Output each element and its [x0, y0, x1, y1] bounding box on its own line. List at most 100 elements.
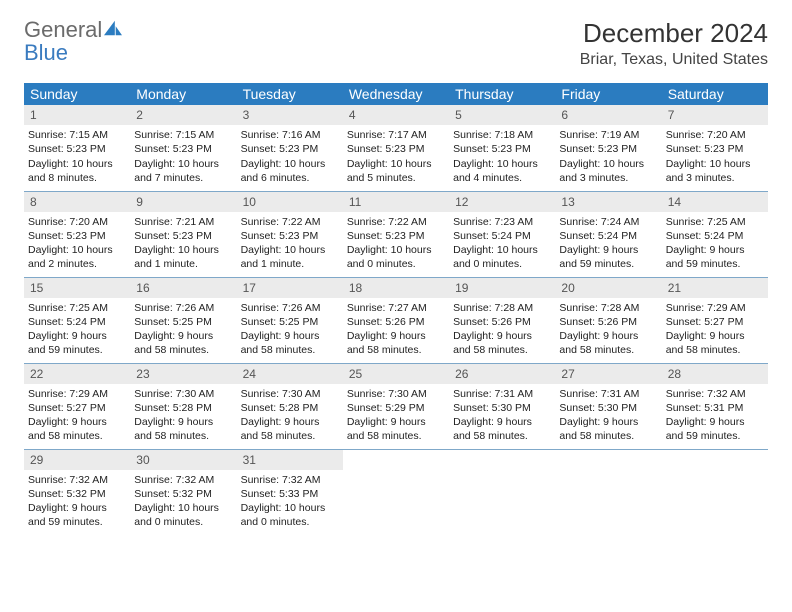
sunrise: Sunrise: 7:32 AM: [134, 473, 232, 487]
day-number: 18: [343, 278, 449, 298]
sunset: Sunset: 5:26 PM: [453, 315, 551, 329]
location: Briar, Texas, United States: [580, 51, 768, 69]
day-body: Sunrise: 7:30 AMSunset: 5:29 PMDaylight:…: [343, 384, 449, 448]
sunrise: Sunrise: 7:16 AM: [241, 128, 339, 142]
calendar-day: 31Sunrise: 7:32 AMSunset: 5:33 PMDayligh…: [237, 449, 343, 535]
day-number: 15: [24, 278, 130, 298]
sunrise: Sunrise: 7:32 AM: [666, 387, 764, 401]
day-body: Sunrise: 7:31 AMSunset: 5:30 PMDaylight:…: [555, 384, 661, 448]
day-body: Sunrise: 7:15 AMSunset: 5:23 PMDaylight:…: [24, 125, 130, 189]
day-body: Sunrise: 7:21 AMSunset: 5:23 PMDaylight:…: [130, 212, 236, 276]
calendar-day: 11Sunrise: 7:22 AMSunset: 5:23 PMDayligh…: [343, 191, 449, 277]
logo: General Blue: [24, 18, 124, 64]
sunrise: Sunrise: 7:20 AM: [28, 215, 126, 229]
day-body: Sunrise: 7:32 AMSunset: 5:32 PMDaylight:…: [24, 470, 130, 534]
day-number: 17: [237, 278, 343, 298]
day-body: Sunrise: 7:28 AMSunset: 5:26 PMDaylight:…: [449, 298, 555, 362]
day-number: 7: [662, 105, 768, 125]
calendar-day: 4Sunrise: 7:17 AMSunset: 5:23 PMDaylight…: [343, 105, 449, 191]
day-number: 10: [237, 192, 343, 212]
sunrise: Sunrise: 7:20 AM: [666, 128, 764, 142]
day-number: 13: [555, 192, 661, 212]
calendar-day: 10Sunrise: 7:22 AMSunset: 5:23 PMDayligh…: [237, 191, 343, 277]
day-body: Sunrise: 7:25 AMSunset: 5:24 PMDaylight:…: [24, 298, 130, 362]
sunrise: Sunrise: 7:31 AM: [559, 387, 657, 401]
calendar-day: 19Sunrise: 7:28 AMSunset: 5:26 PMDayligh…: [449, 277, 555, 363]
sunset: Sunset: 5:25 PM: [134, 315, 232, 329]
sunrise: Sunrise: 7:30 AM: [134, 387, 232, 401]
daylight: Daylight: 10 hours and 4 minutes.: [453, 157, 551, 185]
sunrise: Sunrise: 7:22 AM: [347, 215, 445, 229]
calendar-day: 3Sunrise: 7:16 AMSunset: 5:23 PMDaylight…: [237, 105, 343, 191]
calendar-page: General Blue December 2024 Briar, Texas,…: [0, 0, 792, 553]
daylight: Daylight: 10 hours and 3 minutes.: [666, 157, 764, 185]
day-number: 4: [343, 105, 449, 125]
day-number: 2: [130, 105, 236, 125]
daylight: Daylight: 9 hours and 58 minutes.: [241, 329, 339, 357]
sunrise: Sunrise: 7:15 AM: [28, 128, 126, 142]
day-number: 5: [449, 105, 555, 125]
day-body: Sunrise: 7:20 AMSunset: 5:23 PMDaylight:…: [24, 212, 130, 276]
calendar-table: Sunday Monday Tuesday Wednesday Thursday…: [24, 83, 768, 535]
day-header: Wednesday: [343, 83, 449, 105]
daylight: Daylight: 9 hours and 58 minutes.: [453, 329, 551, 357]
sunset: Sunset: 5:23 PM: [241, 229, 339, 243]
sunrise: Sunrise: 7:30 AM: [347, 387, 445, 401]
daylight: Daylight: 9 hours and 58 minutes.: [347, 415, 445, 443]
calendar-week: 22Sunrise: 7:29 AMSunset: 5:27 PMDayligh…: [24, 363, 768, 449]
day-number: 19: [449, 278, 555, 298]
calendar-day: 16Sunrise: 7:26 AMSunset: 5:25 PMDayligh…: [130, 277, 236, 363]
day-body: Sunrise: 7:22 AMSunset: 5:23 PMDaylight:…: [343, 212, 449, 276]
daylight: Daylight: 10 hours and 7 minutes.: [134, 157, 232, 185]
day-number: 11: [343, 192, 449, 212]
day-body: Sunrise: 7:22 AMSunset: 5:23 PMDaylight:…: [237, 212, 343, 276]
sunset: Sunset: 5:26 PM: [347, 315, 445, 329]
sunset: Sunset: 5:23 PM: [241, 142, 339, 156]
sunset: Sunset: 5:29 PM: [347, 401, 445, 415]
sunset: Sunset: 5:33 PM: [241, 487, 339, 501]
daylight: Daylight: 10 hours and 2 minutes.: [28, 243, 126, 271]
sunrise: Sunrise: 7:26 AM: [134, 301, 232, 315]
day-body: Sunrise: 7:23 AMSunset: 5:24 PMDaylight:…: [449, 212, 555, 276]
daylight: Daylight: 10 hours and 0 minutes.: [347, 243, 445, 271]
day-body: Sunrise: 7:25 AMSunset: 5:24 PMDaylight:…: [662, 212, 768, 276]
day-body: Sunrise: 7:32 AMSunset: 5:32 PMDaylight:…: [130, 470, 236, 534]
day-number: 29: [24, 450, 130, 470]
daylight: Daylight: 9 hours and 58 minutes.: [347, 329, 445, 357]
day-header: Sunday: [24, 83, 130, 105]
logo-word2: Blue: [24, 40, 68, 65]
day-header: Friday: [555, 83, 661, 105]
calendar-day: [662, 449, 768, 535]
sunrise: Sunrise: 7:23 AM: [453, 215, 551, 229]
sunrise: Sunrise: 7:21 AM: [134, 215, 232, 229]
calendar-day: 20Sunrise: 7:28 AMSunset: 5:26 PMDayligh…: [555, 277, 661, 363]
day-body: Sunrise: 7:15 AMSunset: 5:23 PMDaylight:…: [130, 125, 236, 189]
calendar-day: 29Sunrise: 7:32 AMSunset: 5:32 PMDayligh…: [24, 449, 130, 535]
calendar-day: 12Sunrise: 7:23 AMSunset: 5:24 PMDayligh…: [449, 191, 555, 277]
day-body: Sunrise: 7:19 AMSunset: 5:23 PMDaylight:…: [555, 125, 661, 189]
daylight: Daylight: 9 hours and 58 minutes.: [559, 329, 657, 357]
daylight: Daylight: 9 hours and 58 minutes.: [241, 415, 339, 443]
day-number: 3: [237, 105, 343, 125]
sunrise: Sunrise: 7:28 AM: [559, 301, 657, 315]
sunset: Sunset: 5:24 PM: [28, 315, 126, 329]
calendar-day: 28Sunrise: 7:32 AMSunset: 5:31 PMDayligh…: [662, 363, 768, 449]
sunset: Sunset: 5:24 PM: [559, 229, 657, 243]
day-body: Sunrise: 7:30 AMSunset: 5:28 PMDaylight:…: [237, 384, 343, 448]
day-body: Sunrise: 7:29 AMSunset: 5:27 PMDaylight:…: [662, 298, 768, 362]
sunset: Sunset: 5:23 PM: [28, 229, 126, 243]
daylight: Daylight: 10 hours and 0 minutes.: [453, 243, 551, 271]
sail-icon: [102, 19, 124, 37]
day-body: Sunrise: 7:17 AMSunset: 5:23 PMDaylight:…: [343, 125, 449, 189]
title-block: December 2024 Briar, Texas, United State…: [580, 18, 768, 69]
sunset: Sunset: 5:23 PM: [347, 229, 445, 243]
sunset: Sunset: 5:23 PM: [28, 142, 126, 156]
calendar-day: 17Sunrise: 7:26 AMSunset: 5:25 PMDayligh…: [237, 277, 343, 363]
daylight: Daylight: 10 hours and 1 minute.: [134, 243, 232, 271]
sunrise: Sunrise: 7:18 AM: [453, 128, 551, 142]
calendar-day: 8Sunrise: 7:20 AMSunset: 5:23 PMDaylight…: [24, 191, 130, 277]
daylight: Daylight: 9 hours and 59 minutes.: [666, 243, 764, 271]
day-number: 8: [24, 192, 130, 212]
sunrise: Sunrise: 7:15 AM: [134, 128, 232, 142]
calendar-week: 1Sunrise: 7:15 AMSunset: 5:23 PMDaylight…: [24, 105, 768, 191]
